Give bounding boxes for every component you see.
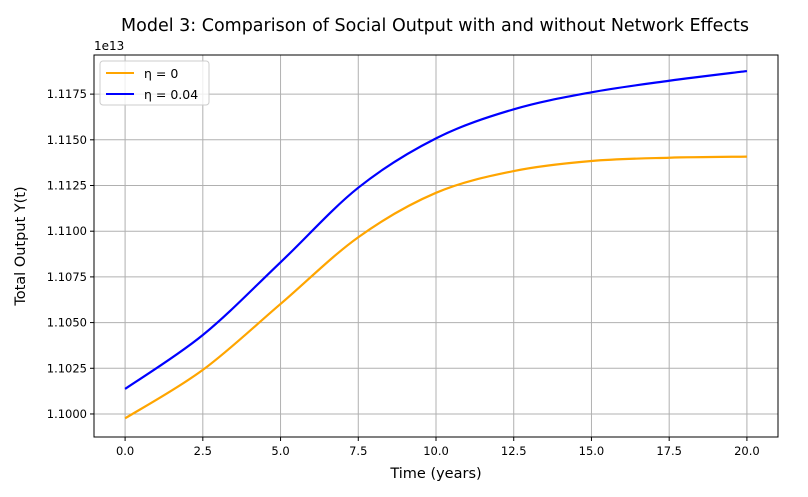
y-offset-label: 1e13 <box>94 39 124 53</box>
x-tick-label: 10.0 <box>423 444 449 458</box>
y-axis-label: Total Output Y(t) <box>13 186 29 306</box>
series-line-eta-0.04 <box>124 69 748 390</box>
x-axis-label: Time (years) <box>389 466 481 482</box>
y-tick-label: 1.1025 <box>47 361 87 375</box>
x-tick-label: 12.5 <box>501 444 527 458</box>
legend-label-eta-0: η = 0 <box>144 66 178 81</box>
x-tick-label: 17.5 <box>656 444 682 458</box>
y-tick-label: 1.1050 <box>47 316 87 330</box>
x-tick-label: 5.0 <box>271 444 289 458</box>
x-tick-label: 7.5 <box>349 444 367 458</box>
y-tick-label: 1.1150 <box>47 133 87 147</box>
legend: η = 0 η = 0.04 <box>99 60 210 106</box>
y-tick-label: 1.1125 <box>47 179 87 193</box>
x-tick-label: 0.0 <box>116 444 134 458</box>
x-axis-ticks: 0.0 2.5 5.0 7.5 10.0 12.5 15.0 17.5 20.0 <box>116 437 760 458</box>
x-tick-label: 20.0 <box>734 444 760 458</box>
series-line-eta-0 <box>124 155 747 420</box>
series-lines <box>124 69 748 420</box>
chart-title: Model 3: Comparison of Social Output wit… <box>121 16 749 36</box>
legend-label-eta-0.04: η = 0.04 <box>144 87 198 102</box>
x-tick-label: 15.0 <box>579 444 605 458</box>
y-tick-label: 1.1100 <box>47 224 87 238</box>
x-tick-label: 2.5 <box>194 444 212 458</box>
y-tick-label: 1.1000 <box>47 407 87 421</box>
y-axis-ticks: 1.1000 1.1025 1.1050 1.1075 1.1100 1.1125 1.11… <box>47 87 94 421</box>
grid <box>94 55 778 437</box>
y-tick-label: 1.1175 <box>47 87 87 101</box>
y-tick-label: 1.1075 <box>47 270 87 284</box>
